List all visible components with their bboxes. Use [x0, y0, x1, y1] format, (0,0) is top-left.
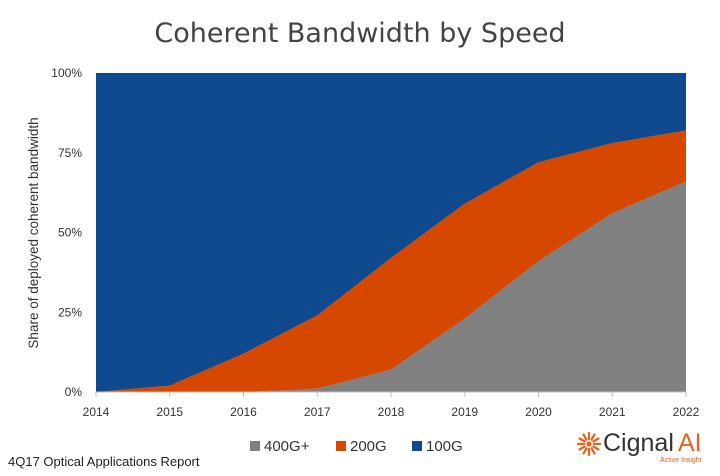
plot-area [96, 73, 686, 393]
x-tick-label: 2021 [599, 405, 626, 419]
legend: 400G+ 200G 100G [250, 438, 463, 455]
legend-swatch [336, 441, 346, 451]
brand-tagline: Active Insight [660, 457, 702, 464]
y-tick-label: 100% [51, 66, 82, 80]
x-tick-label: 2014 [83, 405, 110, 419]
legend-label: 400G+ [264, 438, 310, 455]
x-tick-label: 2015 [156, 405, 183, 419]
brand-name: Cignal [603, 429, 674, 457]
source-note: 4Q17 Optical Applications Report [8, 454, 200, 469]
x-tick-label: 2016 [230, 405, 257, 419]
legend-item: 100G [412, 438, 463, 455]
area-400g- [96, 181, 686, 392]
sunburst-ray [592, 445, 600, 451]
sunburst-icon [576, 431, 602, 457]
axes: 2014 2015 2016 2017 2018 2019 2020 2021 2022 0% 25… [51, 66, 699, 419]
y-tick-label: 75% [58, 146, 82, 160]
y-tick-label: 0% [65, 385, 83, 399]
legend-item: 200G [336, 438, 387, 455]
x-tick-label: 2022 [673, 405, 700, 419]
chart-title: Coherent Bandwidth by Speed [154, 18, 565, 49]
sunburst-ray [578, 437, 586, 443]
sunburst-ray [582, 447, 588, 455]
legend-swatch [250, 441, 260, 451]
x-tick-label: 2017 [304, 405, 331, 419]
sunburst-ray [590, 433, 596, 441]
brand-logo: Cignal AI Active Insight [576, 429, 702, 464]
legend-label: 100G [426, 438, 463, 455]
y-tick-label: 50% [58, 226, 82, 240]
legend-item: 400G+ [250, 438, 310, 455]
sunburst-core [586, 441, 592, 447]
area-200g [96, 130, 686, 393]
sunburst-ray [592, 437, 600, 443]
brand-suffix: AI [678, 429, 702, 457]
sunburst-ray [590, 447, 596, 455]
legend-swatch [412, 441, 422, 451]
y-axis-label: Share of deployed coherent bandwidth [26, 117, 41, 348]
area-100g [96, 73, 686, 392]
x-tick-label: 2019 [451, 405, 478, 419]
x-tick-label: 2020 [525, 405, 552, 419]
sunburst-ray [578, 445, 586, 451]
x-tick-label: 2018 [378, 405, 405, 419]
sunburst-ray [582, 433, 588, 441]
y-tick-label: 25% [58, 305, 82, 319]
legend-label: 200G [350, 438, 387, 455]
